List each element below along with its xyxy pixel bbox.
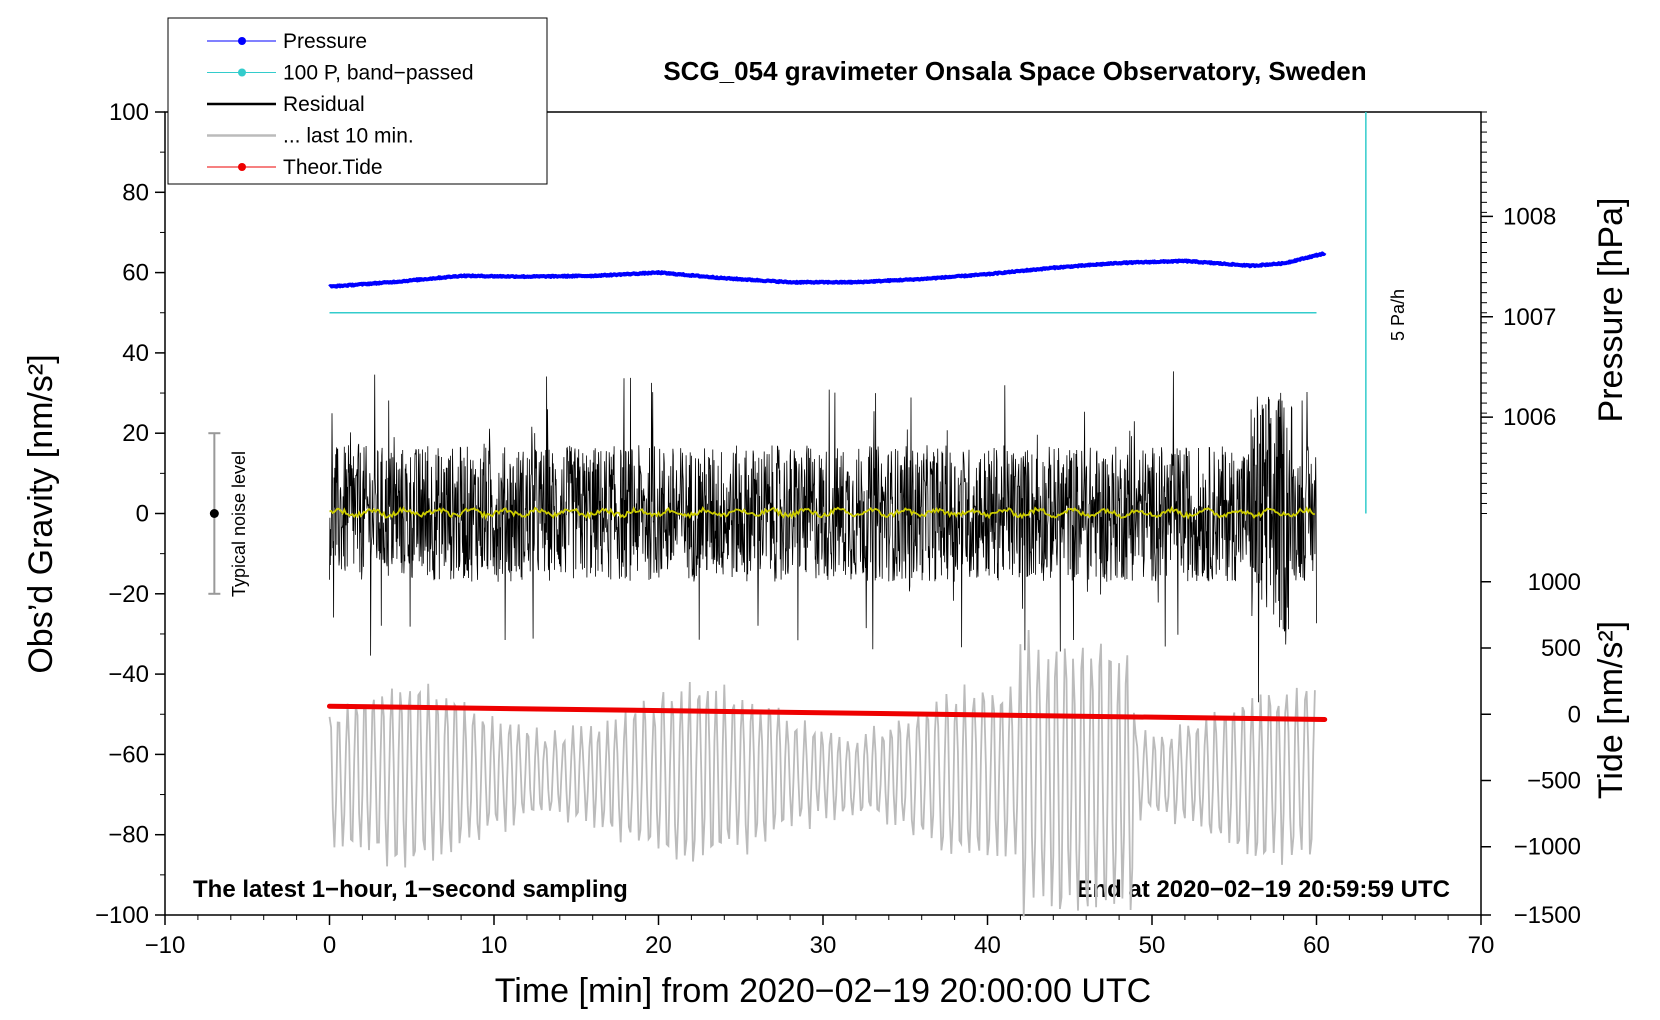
y-axis-label-left: Obs’d Gravity [nm/s²] (22, 354, 60, 673)
y-tick-label: −20 (108, 581, 149, 608)
y-tick-label: 40 (122, 340, 149, 367)
x-tick-label: 60 (1303, 932, 1330, 959)
x-tick-label: 10 (481, 932, 508, 959)
series-residual (329, 371, 1317, 703)
pressure-tick-label: 1006 (1503, 404, 1556, 431)
x-axis-label: Time [min] from 2020−02−19 20:00:00 UTC (495, 972, 1151, 1010)
series-last-10-min (328, 629, 1316, 917)
series-smoothed-residual (329, 505, 1316, 521)
legend-label: Residual (283, 93, 365, 116)
legend-label: ... last 10 min. (283, 125, 414, 148)
legend-dot (238, 68, 246, 77)
y-tick-label: −100 (95, 902, 149, 929)
tide-tick-label: 500 (1541, 635, 1581, 662)
tide-tick-label: 1000 (1528, 569, 1581, 596)
x-tick-label: 70 (1468, 932, 1495, 959)
annotation-right: End at 2020−02−19 20:59:59 UTC (1076, 876, 1450, 903)
y-axis-label-tide: Tide [nm/s²] (1592, 621, 1630, 799)
noise-bar-label: Typical noise level (229, 451, 249, 597)
tide-tick-label: −1500 (1514, 902, 1581, 929)
x-tick-label: 50 (1139, 932, 1166, 959)
scale-bar-label: 5 Pa/h (1388, 289, 1408, 341)
noise-bar-center (209, 509, 219, 518)
x-tick-label: −10 (145, 932, 186, 959)
x-tick-label: 30 (810, 932, 837, 959)
y-tick-label: −40 (108, 661, 149, 688)
legend-label: 100 P, band−passed (283, 62, 474, 85)
legend-box (167, 17, 548, 185)
x-tick-label: 0 (323, 932, 336, 959)
x-tick-label: 40 (974, 932, 1001, 959)
tide-tick-label: 0 (1568, 701, 1581, 728)
tide-tick-label: −1000 (1514, 834, 1581, 861)
y-tick-label: 100 (109, 99, 149, 126)
legend-label: Theor.Tide (283, 156, 383, 179)
annotation-left: The latest 1−hour, 1−second sampling (193, 876, 628, 903)
series-theoretical-tide (327, 703, 1328, 722)
y-tick-label: 20 (122, 420, 149, 447)
chart-title: SCG_054 gravimeter Onsala Space Observat… (663, 56, 1366, 86)
y-tick-label: 0 (136, 501, 149, 528)
y-tick-label: −60 (108, 741, 149, 768)
y-tick-label: 60 (122, 260, 149, 287)
legend-dot (238, 37, 246, 45)
pressure-tick-label: 1008 (1503, 203, 1556, 230)
pressure-tick-label: 1007 (1503, 304, 1556, 331)
x-tick-label: 20 (645, 932, 672, 959)
legend-dot (238, 163, 246, 171)
y-axis-label-pressure: Pressure [hPa] (1592, 198, 1630, 423)
series-pressure (328, 251, 1327, 289)
y-tick-label: −80 (108, 822, 149, 849)
legend-label: Pressure (283, 30, 367, 53)
tide-tick-label: −500 (1527, 767, 1581, 794)
y-tick-label: 80 (122, 179, 149, 206)
